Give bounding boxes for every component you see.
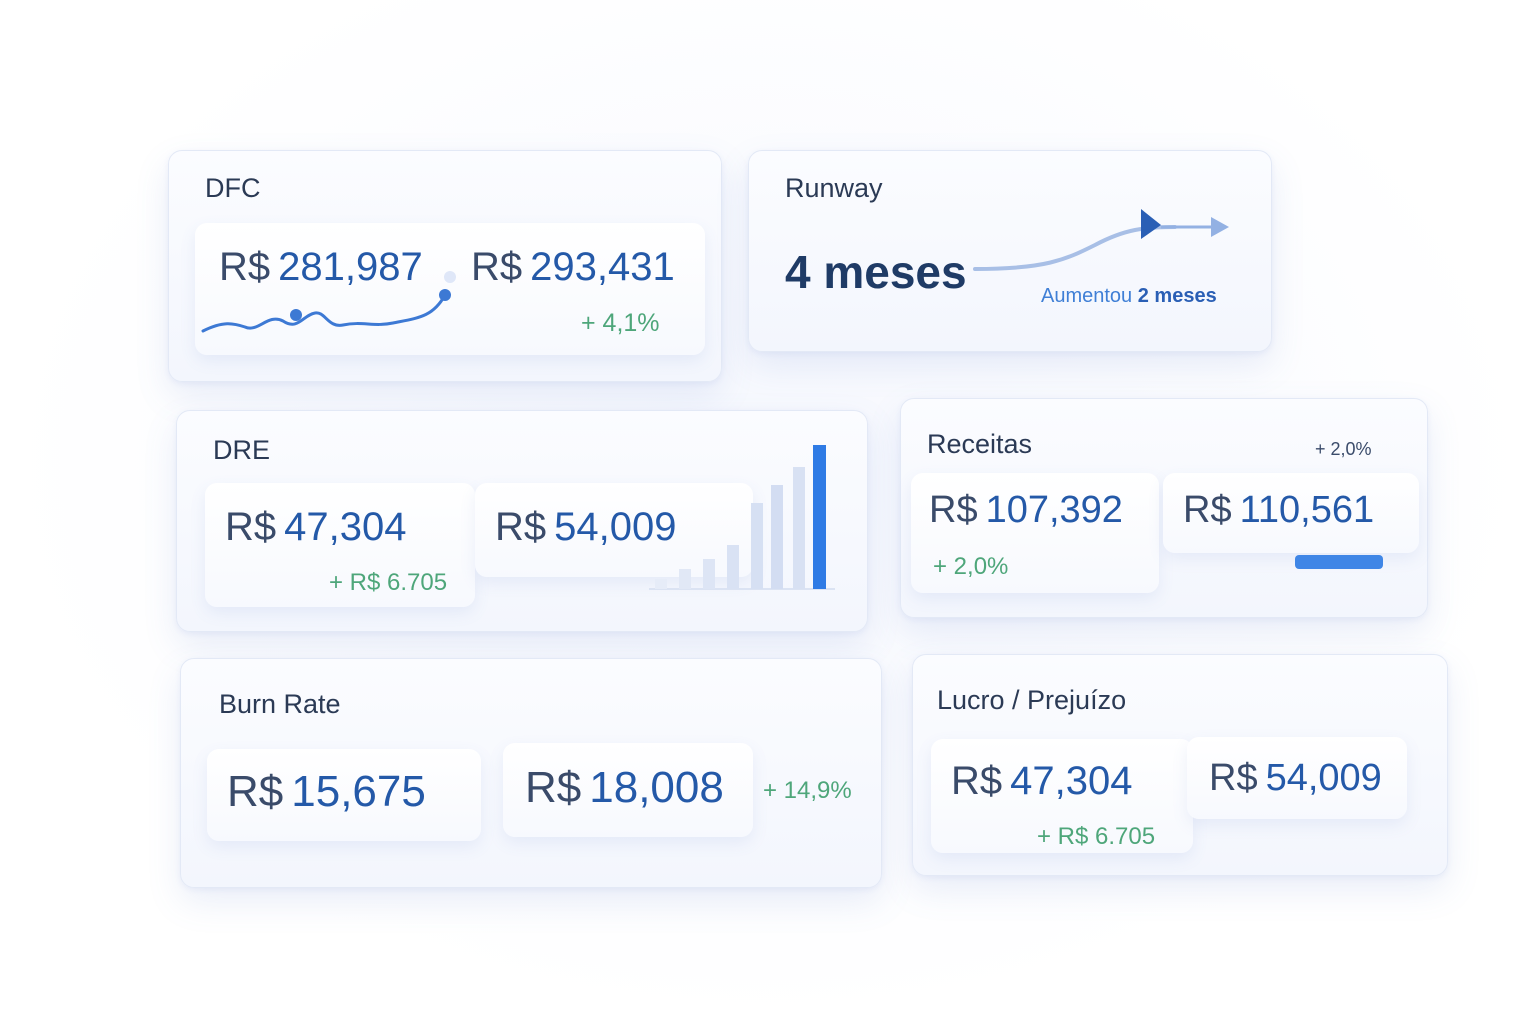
dre-bar-5: [751, 503, 763, 589]
lucro-currency-1: R$: [951, 759, 1003, 803]
burn-rate-amount-2: 18,008: [589, 763, 724, 812]
dfc-currency-2: R$: [471, 245, 523, 289]
lucro-value-previous: R$ 47,304: [951, 759, 1132, 804]
dfc-currency-1: R$: [219, 245, 271, 289]
receitas-badge: + 2,0%: [1315, 439, 1372, 459]
receitas-progress-bar: [1295, 555, 1383, 569]
dre-bar-8: [813, 445, 826, 589]
dfc-sparkline-line: [201, 293, 447, 333]
receitas-change: + 2,0%: [933, 553, 1009, 580]
dre-bar-4: [727, 545, 739, 589]
runway-trend-arrow: [973, 209, 1229, 271]
dre-bar-1: [655, 579, 667, 589]
dfc-value-previous: R$ 281,987: [219, 245, 423, 290]
dre-bar-chart: [649, 445, 835, 590]
dfc-sparkline-point-1: [290, 309, 302, 321]
dre-currency-1: R$: [225, 505, 277, 549]
lucro-prejuizo-card[interactable]: Lucro / Prejuízo R$ 47,304 R$ 54,009 + R$ …: [912, 654, 1448, 876]
dre-bar-6: [771, 485, 783, 589]
receitas-inner-panel-1: [911, 473, 1159, 593]
dfc-inner-panel: [195, 223, 705, 355]
dfc-value-current: R$ 293,431: [471, 245, 675, 290]
lucro-prejuizo-title: Lucro / Prejuízo: [937, 685, 1127, 715]
runway-value: 4 meses: [785, 246, 967, 298]
lucro-value-current: R$ 54,009: [1209, 757, 1382, 800]
dfc-amount-1: 281,987: [278, 245, 423, 289]
burn-rate-card[interactable]: Burn Rate R$ 15,675 R$ 18,008 + 14,9%: [180, 658, 882, 888]
dre-amount-2: 54,009: [554, 505, 677, 549]
lucro-amount-2: 54,009: [1265, 757, 1382, 799]
runway-note-value: 2 meses: [1137, 285, 1217, 307]
receitas-inner-panel-2: [1163, 473, 1419, 553]
dre-inner-panel-1: [205, 483, 475, 607]
burn-rate-value-current: R$ 18,008: [525, 763, 724, 813]
receitas-value-current: R$ 110,561: [1183, 489, 1374, 532]
runway-card[interactable]: Runway 4 meses Aumentou 2 meses: [748, 150, 1272, 352]
dre-bar-7: [793, 467, 805, 589]
runway-arrow-head: [1211, 217, 1229, 237]
arrow-right-icon: [1141, 209, 1161, 239]
receitas-amount-2: 110,561: [1239, 489, 1375, 531]
dfc-title: DFC: [205, 173, 261, 203]
dre-bar-3: [703, 559, 715, 589]
burn-rate-value-previous: R$ 15,675: [227, 767, 426, 817]
dre-amount-1: 47,304: [284, 505, 407, 549]
burn-rate-inner-panel-2: [503, 743, 753, 837]
dre-title: DRE: [213, 435, 271, 465]
dfc-sparkline: [201, 271, 456, 333]
runway-note-prefix: Aumentou: [1041, 285, 1133, 307]
receitas-currency-2: R$: [1183, 489, 1232, 531]
dfc-change: + 4,1%: [581, 309, 660, 337]
receitas-card[interactable]: Receitas + 2,0% R$ 107,392 R$ 110,561 + 2,…: [900, 398, 1428, 618]
burn-rate-amount-1: 15,675: [291, 767, 426, 816]
dre-currency-2: R$: [495, 505, 547, 549]
runway-note: Aumentou 2 meses: [1041, 285, 1217, 308]
burn-rate-change: + 14,9%: [763, 777, 852, 804]
dre-card[interactable]: DRE R$ 47,304 R$ 54,009 + R$ 6.705: [176, 410, 868, 632]
burn-rate-currency-1: R$: [227, 767, 284, 816]
dre-value-current: R$ 54,009: [495, 505, 676, 550]
dre-change: + R$ 6.705: [329, 569, 448, 596]
burn-rate-title: Burn Rate: [219, 689, 341, 719]
dfc-amount-2: 293,431: [530, 245, 675, 289]
lucro-currency-2: R$: [1209, 757, 1258, 799]
receitas-title: Receitas: [927, 429, 1033, 459]
dfc-sparkline-glow: [444, 271, 456, 283]
receitas-currency-1: R$: [929, 489, 978, 531]
lucro-amount-1: 47,304: [1010, 759, 1133, 803]
dfc-sparkline-point-2: [439, 289, 451, 301]
receitas-value-previous: R$ 107,392: [929, 489, 1123, 532]
lucro-inner-panel-2: [1187, 737, 1407, 819]
dre-value-previous: R$ 47,304: [225, 505, 406, 550]
dre-bar-2: [679, 569, 691, 589]
burn-rate-currency-2: R$: [525, 763, 582, 812]
runway-title: Runway: [785, 173, 883, 203]
burn-rate-inner-panel-1: [207, 749, 481, 841]
dfc-card[interactable]: DFC R$ 281,987 R$ 293,431 + 4,1%: [168, 150, 722, 382]
receitas-amount-1: 107,392: [985, 489, 1123, 531]
lucro-change: + R$ 6.705: [1037, 823, 1156, 850]
lucro-inner-panel-1: [931, 739, 1193, 853]
